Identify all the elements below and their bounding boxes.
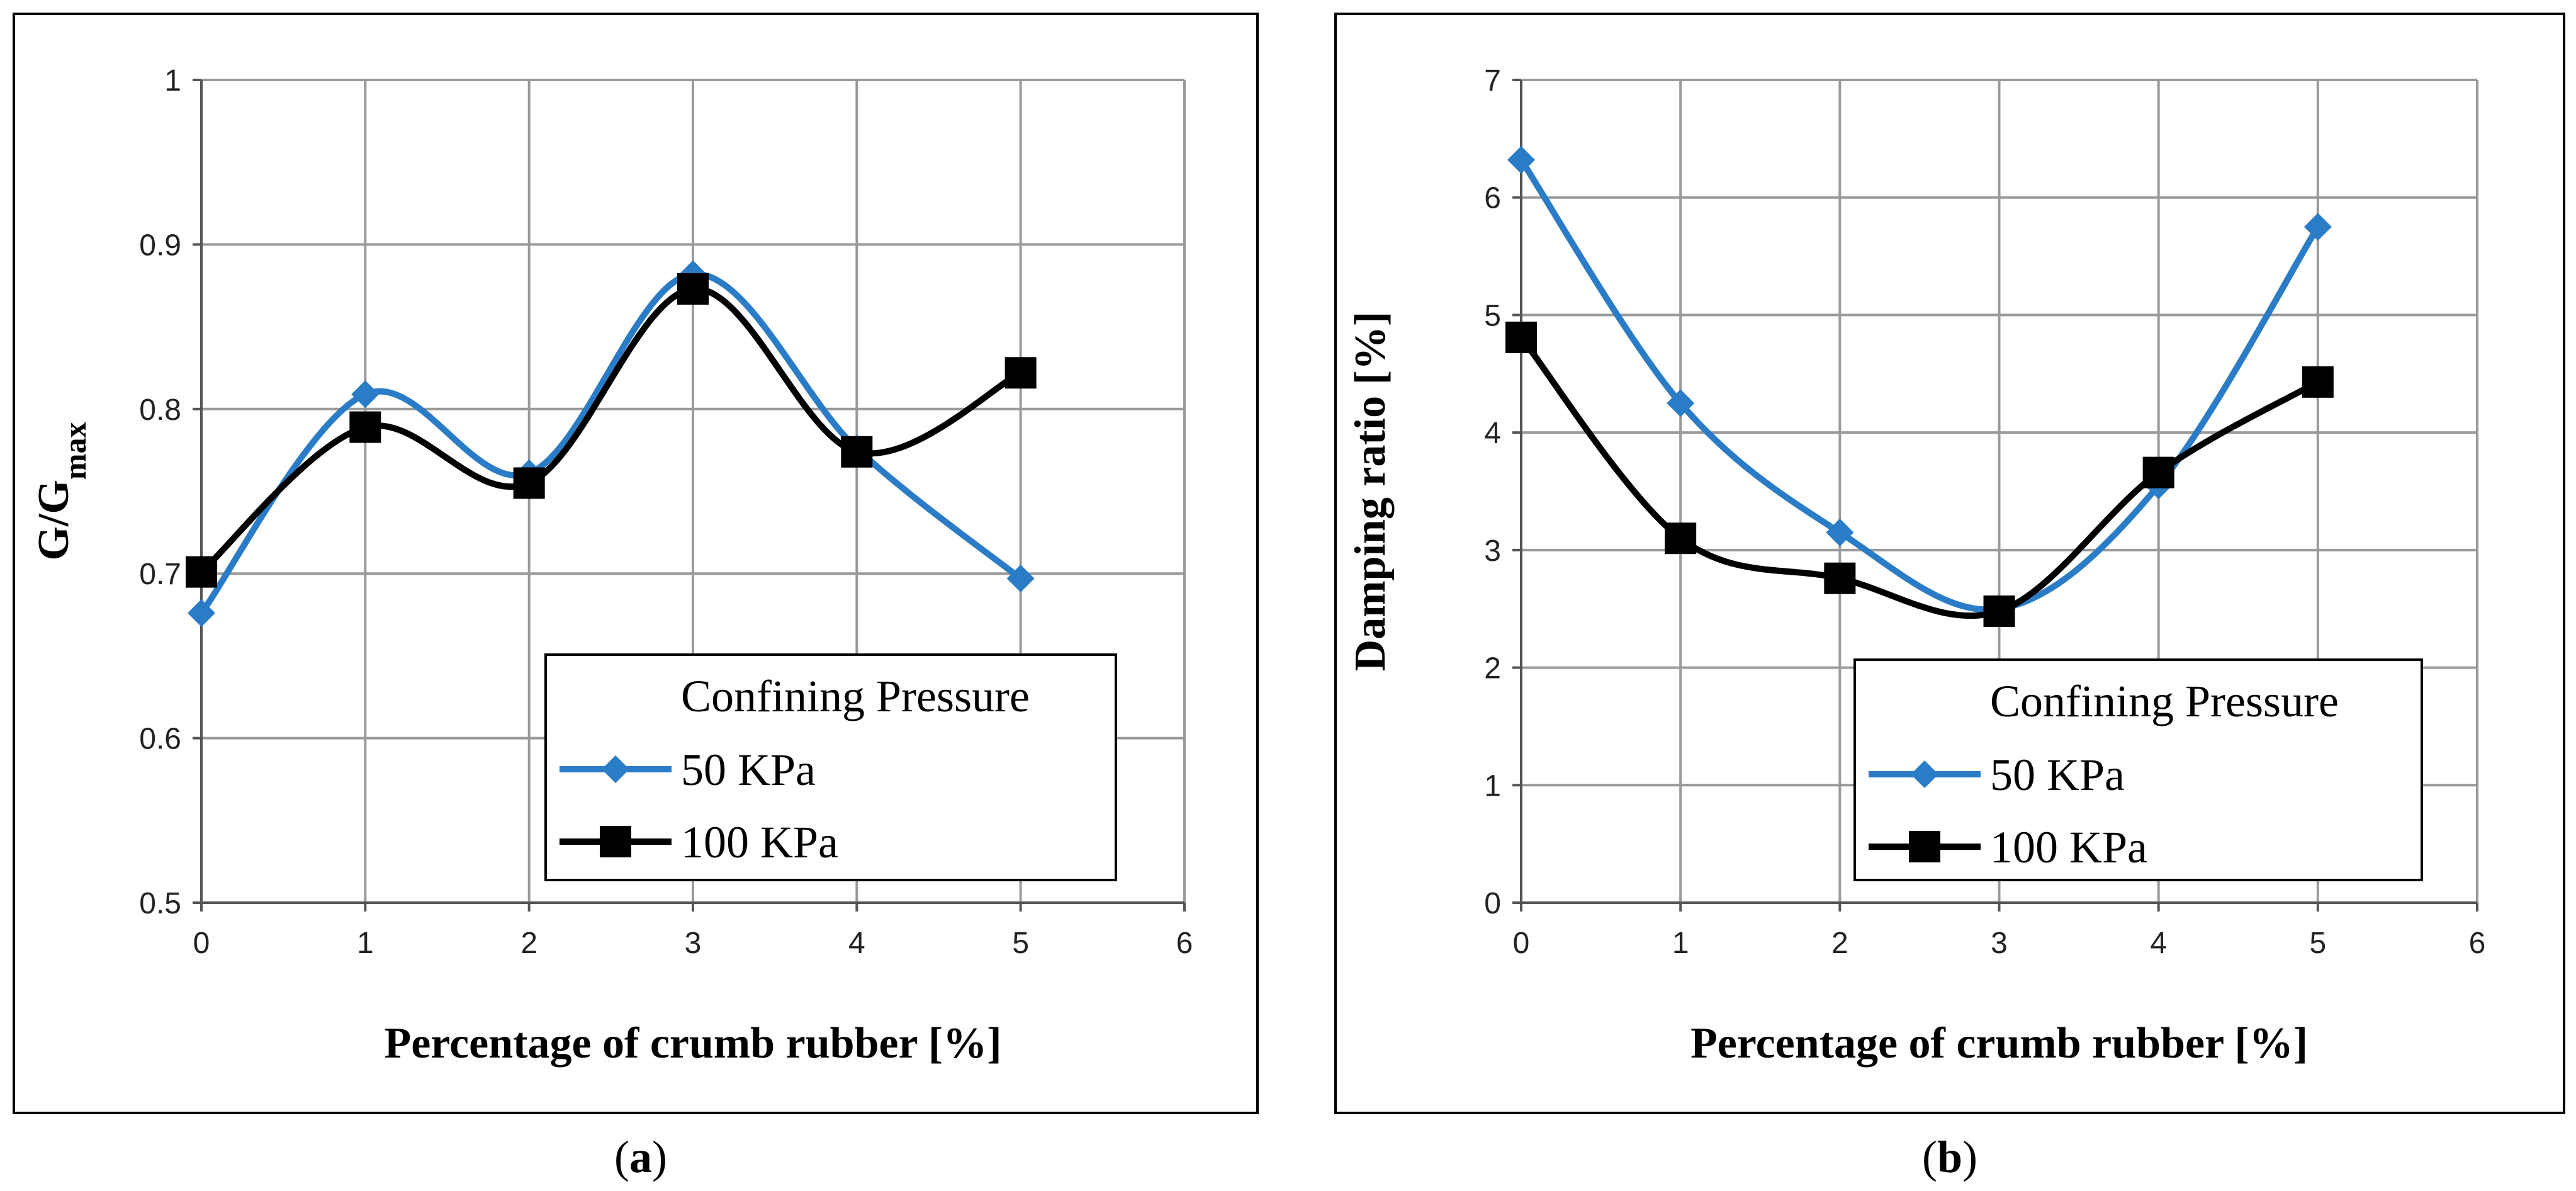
chart-a-y-tick-label: 0.9 — [139, 229, 181, 262]
chart-b-series-0-point — [1667, 389, 1695, 417]
chart-b-legend-entry: 100 KPa — [1990, 822, 2147, 872]
chart-b-x-tick-label: 3 — [1991, 927, 2008, 960]
chart-b-series-0-point — [1826, 518, 1854, 546]
chart-b-caption: (b) — [1922, 1132, 1977, 1182]
chart-b-x-tick-label: 4 — [2150, 927, 2167, 960]
chart-b-series-1-point — [2142, 456, 2174, 488]
chart-a-x-tick-label: 4 — [848, 927, 865, 960]
chart-a-y-tick-label: 0.8 — [139, 393, 181, 427]
chart-a: 0 1 2 3 4 5 6 0.5 0.6 0.7 0.8 0.9 1 Confining Pressur… — [13, 13, 1259, 1114]
chart-b-y-tick-label: 7 — [1484, 64, 1501, 98]
chart-a-x-tick-label: 5 — [1012, 927, 1029, 960]
chart-b-series-1-point — [1505, 321, 1537, 353]
chart-b-series-1-point — [1824, 562, 1856, 594]
caption-letter: b — [1937, 1132, 1962, 1182]
chart-a-legend-swatch-marker — [602, 755, 629, 783]
chart-a-series-1-point — [513, 467, 545, 499]
chart-a-x-axis-title: Percentage of crumb rubber [%] — [384, 1019, 1001, 1068]
chart-b-x-tick-label: 2 — [1831, 927, 1848, 960]
chart-b-legend-box — [1853, 658, 2423, 881]
chart-b-series-1-point — [1665, 522, 1697, 555]
chart-a-x-tick-label: 6 — [1176, 927, 1193, 960]
chart-a-legend-swatch-marker — [600, 826, 631, 857]
chart-b-series-1-point — [2302, 366, 2334, 398]
chart-b-x-tick-label: 6 — [2469, 927, 2486, 960]
caption-paren-open: ( — [614, 1132, 629, 1182]
chart-a-y-tick-label: 0.6 — [139, 723, 181, 756]
chart-a-series-0-point — [351, 380, 380, 409]
chart-a-y-tick-label: 0.7 — [139, 558, 181, 591]
chart-a-x-tick-label: 1 — [357, 927, 374, 960]
chart-a-y-axis-title-subscript: max — [57, 422, 93, 480]
chart-b-legend-entry: 50 KPa — [1990, 750, 2125, 800]
chart-a-series-1-point — [186, 556, 217, 588]
chart-b-series-1-point — [1983, 595, 2015, 627]
chart-a-legend-title: Confining Pressure — [681, 671, 1030, 721]
chart-a-legend-entry: 50 KPa — [681, 745, 816, 795]
chart-a-caption: (a) — [614, 1132, 667, 1182]
chart-a-series-1-point — [677, 273, 709, 305]
chart-b-legend-swatch-marker — [1911, 760, 1938, 788]
chart-b-x-tick-label: 1 — [1672, 927, 1689, 960]
chart-b-y-tick-label: 2 — [1484, 652, 1501, 686]
chart-a-y-axis-title-main: G/G — [30, 480, 78, 560]
chart-a-x-tick-label: 0 — [193, 927, 210, 960]
chart-b-legend-swatch-marker — [1909, 831, 1940, 862]
chart-b-y-axis-title: Damping ratio [%] — [1346, 312, 1395, 672]
chart-a-frame — [13, 13, 1259, 1114]
caption-paren-close: ) — [652, 1132, 667, 1182]
chart-b-y-tick-label: 1 — [1484, 769, 1501, 803]
chart-b-frame — [1334, 13, 2565, 1114]
chart-b-y-tick-label: 3 — [1484, 534, 1501, 568]
chart-b-y-axis-title-main: Damping ratio [%] — [1346, 312, 1395, 672]
chart-b: 0 1 2 3 4 5 6 0 1 2 3 4 5 6 7 Confining Pressure 50 KPa 1… — [1334, 13, 2565, 1114]
chart-a-y-tick-label: 0.5 — [139, 887, 181, 920]
caption-paren-open: ( — [1922, 1132, 1937, 1182]
chart-b-y-tick-label: 5 — [1484, 299, 1501, 332]
chart-b-series-0-point — [1507, 145, 1535, 174]
chart-a-y-axis-title: G/Gmax — [30, 422, 93, 560]
chart-b-series-0-point — [2303, 213, 2332, 241]
caption-paren-close: ) — [1962, 1132, 1977, 1182]
chart-b-series-line-1 — [1518, 334, 2321, 619]
chart-a-series-0-point — [188, 599, 215, 627]
chart-b-y-tick-label: 6 — [1484, 182, 1501, 215]
chart-a-y-tick-label: 1 — [164, 64, 181, 98]
chart-b-series-line-0 — [1518, 156, 2321, 613]
chart-a-series-line-0 — [198, 271, 1024, 616]
chart-b-legend-title: Confining Pressure — [1990, 676, 2339, 726]
chart-b-x-tick-label: 5 — [2309, 927, 2326, 960]
chart-b-x-tick-label: 0 — [1513, 927, 1530, 960]
caption-letter: a — [629, 1132, 652, 1182]
chart-a-legend-entry: 100 KPa — [681, 817, 838, 867]
chart-b-y-tick-label: 0 — [1484, 887, 1501, 920]
chart-b-x-axis-title: Percentage of crumb rubber [%] — [1690, 1019, 2308, 1068]
chart-a-x-tick-label: 2 — [520, 927, 537, 960]
chart-a-series-1-point — [349, 411, 381, 443]
chart-a-series-1-point — [1004, 357, 1037, 389]
chart-b-y-tick-label: 4 — [1484, 417, 1501, 450]
chart-a-series-1-point — [841, 436, 873, 468]
chart-a-x-tick-label: 3 — [685, 927, 702, 960]
chart-a-series-0-point — [1006, 565, 1035, 593]
